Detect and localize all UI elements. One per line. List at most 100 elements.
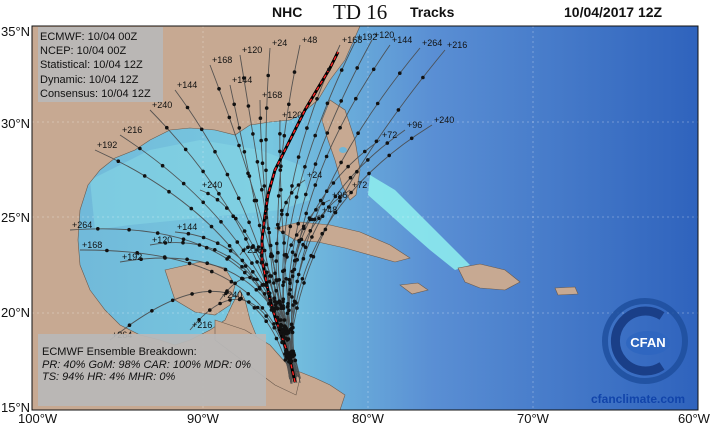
track-point: [275, 241, 279, 246]
lon-label-100: 100°W: [18, 411, 58, 426]
track-point: [278, 302, 283, 306]
track-point: [296, 155, 301, 159]
track-point: [279, 318, 283, 322]
track-point: [290, 330, 295, 335]
track-point: [287, 277, 292, 282]
track-point: [257, 223, 262, 228]
track-point: [367, 171, 371, 176]
track-point: [228, 249, 233, 253]
track-point: [301, 224, 306, 229]
track-point: [266, 226, 271, 231]
track-point: [264, 215, 269, 220]
cuba-land: [274, 221, 411, 263]
track-point: [278, 149, 282, 154]
track-point: [288, 281, 292, 286]
track-point: [228, 298, 232, 302]
track-point: [331, 181, 336, 185]
header: NHC TD 16 Tracks 10/04/2017 12Z: [0, 0, 715, 26]
track-point: [215, 241, 220, 245]
legend-box: [38, 27, 163, 102]
track-point: [308, 229, 313, 233]
track-point: [276, 194, 281, 198]
track-point: [206, 191, 210, 196]
track-point: [233, 281, 237, 286]
track-point: [213, 248, 217, 252]
track-point: [275, 222, 280, 227]
track-point: [201, 169, 205, 174]
track-point: [210, 269, 214, 274]
track-point: [375, 101, 380, 106]
track-point: [181, 240, 185, 245]
track-point: [127, 227, 131, 232]
track-point: [139, 257, 143, 262]
consensus-highlight: [261, 51, 339, 383]
track-point: [338, 199, 342, 203]
track-point: [339, 68, 344, 72]
track-point: [274, 288, 279, 293]
track-point: [225, 206, 229, 210]
hour-label: +24: [272, 38, 287, 48]
track-point: [304, 192, 308, 197]
track-point: [127, 323, 132, 328]
track-point: [235, 240, 240, 244]
track-point: [385, 141, 390, 145]
track-point: [247, 300, 251, 304]
track-point: [289, 350, 294, 354]
track-point: [291, 303, 295, 307]
model-legend: ECMWF: 10/04 00Z NCEP: 10/04 00Z Statist…: [40, 30, 151, 101]
hour-label: +120: [282, 110, 302, 120]
track-point: [262, 184, 267, 188]
legend-ecmwf: ECMWF: 10/04 00Z: [40, 31, 138, 43]
track-point: [229, 279, 234, 284]
track-point: [302, 281, 306, 285]
track-point: [217, 191, 221, 196]
track-point: [246, 171, 250, 176]
track-point: [294, 195, 299, 199]
track-point: [183, 147, 188, 152]
track-point: [281, 297, 286, 302]
puerto-rico-land: [554, 286, 579, 296]
track-point: [268, 298, 273, 303]
track-point: [323, 227, 328, 232]
track-point: [232, 102, 236, 107]
track-point: [290, 250, 295, 254]
track-point: [236, 196, 241, 200]
track-point: [287, 102, 291, 107]
track-point: [246, 292, 250, 296]
track-point: [296, 221, 301, 226]
hour-label: +24: [307, 170, 322, 180]
track-point: [313, 217, 317, 222]
legend-statistical: Statistical: 10/04 12Z: [40, 59, 143, 72]
track-point: [296, 183, 301, 187]
lat-label-20: 20°N: [1, 305, 31, 320]
track-point: [282, 133, 287, 138]
track-point: [205, 261, 209, 266]
track-point: [219, 220, 223, 224]
track-point: [421, 75, 425, 80]
hour-label: +120: [242, 45, 262, 55]
ensemble-box: [38, 334, 266, 406]
track-point: [160, 163, 165, 168]
lon-label-80: 80°W: [352, 411, 384, 426]
track-point: [300, 277, 305, 281]
track-point: [309, 253, 313, 258]
track-point: [217, 87, 221, 91]
hour-label: +192: [97, 140, 117, 150]
hour-label: +216: [192, 320, 212, 330]
track-point: [304, 211, 309, 216]
track-point: [346, 164, 350, 169]
svg-text:CFAN: CFAN: [630, 335, 665, 350]
track-point: [284, 348, 288, 353]
track-point: [338, 195, 342, 199]
track-point: [327, 67, 331, 72]
track-point: [267, 291, 272, 296]
track-point: [295, 258, 300, 262]
lat-label-15: 15°N: [1, 400, 31, 415]
track-point: [284, 277, 288, 281]
track-point: [231, 214, 235, 218]
hispaniola-land: [457, 263, 521, 291]
hour-label: +96: [407, 120, 422, 130]
hour-label: +48: [322, 205, 337, 215]
track-point: [303, 165, 307, 169]
track-point: [288, 327, 293, 332]
